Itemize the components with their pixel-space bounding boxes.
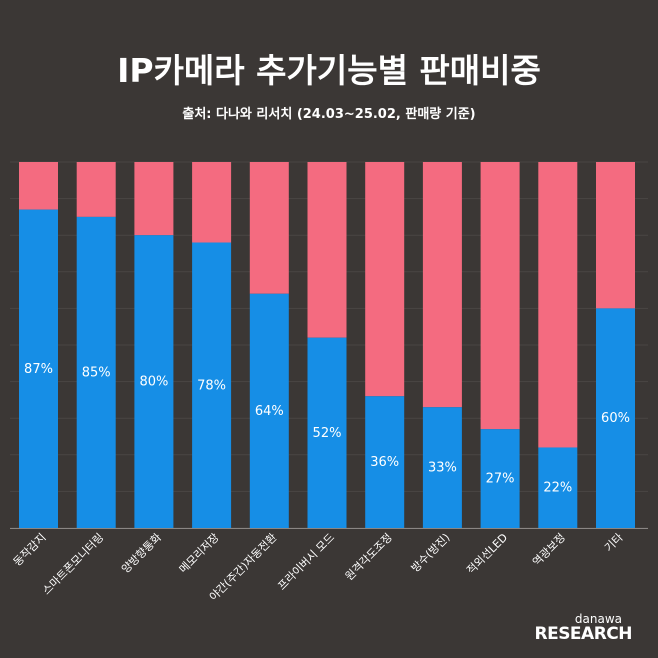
x-tick-label: 스마트폰모니터링 bbox=[40, 531, 106, 597]
data-label: 85% bbox=[82, 365, 111, 380]
bar-remainder bbox=[596, 162, 635, 309]
bar bbox=[192, 242, 232, 528]
chart-title: IP카메라 추가기능별 판매비중 bbox=[117, 51, 541, 90]
logo-top: danawa bbox=[574, 612, 622, 626]
bar bbox=[365, 396, 405, 528]
bar bbox=[134, 235, 174, 528]
bar-remainder bbox=[249, 162, 289, 294]
bar-remainder bbox=[19, 162, 58, 210]
x-tick-label: 적외선LED bbox=[464, 531, 510, 577]
data-label: 78% bbox=[197, 378, 226, 393]
bar bbox=[249, 293, 289, 528]
bar-remainder bbox=[480, 162, 520, 430]
x-tick-label: 프라이버시 모드 bbox=[275, 531, 337, 593]
data-label: 87% bbox=[24, 362, 53, 377]
x-tick-label: 역광보정 bbox=[530, 531, 568, 569]
bar bbox=[422, 407, 462, 528]
data-label: 80% bbox=[139, 375, 168, 390]
x-tick-label: 기타 bbox=[602, 531, 626, 555]
x-tick-label: 동작감지 bbox=[11, 531, 49, 569]
x-tick-label: 방수(방진) bbox=[409, 531, 453, 575]
bar bbox=[596, 308, 635, 528]
bar-remainder bbox=[134, 162, 174, 236]
bar-remainder bbox=[192, 162, 232, 243]
x-tick-label: 양방향통화 bbox=[119, 531, 164, 576]
bar bbox=[480, 429, 520, 528]
data-label: 33% bbox=[428, 461, 457, 476]
bar-remainder bbox=[365, 162, 405, 397]
data-label: 60% bbox=[601, 411, 630, 426]
x-tick-label: 원격각도조정 bbox=[343, 531, 395, 583]
bar-remainder bbox=[538, 162, 578, 448]
danawa-research-logo: danawa RESEARCH bbox=[534, 612, 632, 644]
bar-remainder bbox=[307, 162, 347, 338]
bar bbox=[538, 447, 578, 528]
logo-bottom: RESEARCH bbox=[534, 624, 632, 644]
data-label: 27% bbox=[486, 472, 515, 487]
data-label: 64% bbox=[255, 404, 284, 419]
chart-subtitle: 출처: 다나와 리서치 (24.03~25.02, 판매량 기준) bbox=[182, 107, 476, 122]
bar bbox=[307, 337, 347, 528]
x-tick-label: 메모리저장 bbox=[177, 531, 222, 576]
data-label: 52% bbox=[313, 426, 342, 441]
data-label: 22% bbox=[543, 481, 572, 496]
bar bbox=[76, 216, 116, 528]
bar-remainder bbox=[76, 162, 116, 217]
bar-remainder bbox=[422, 162, 462, 408]
data-label: 36% bbox=[370, 455, 399, 470]
bar bbox=[19, 209, 58, 528]
